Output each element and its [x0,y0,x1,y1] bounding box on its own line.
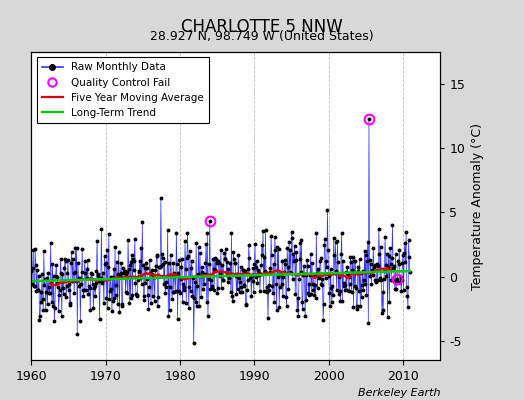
Text: Berkeley Earth: Berkeley Earth [358,388,440,398]
Text: CHARLOTTE 5 NNW: CHARLOTTE 5 NNW [181,18,343,36]
Legend: Raw Monthly Data, Quality Control Fail, Five Year Moving Average, Long-Term Tren: Raw Monthly Data, Quality Control Fail, … [37,57,209,123]
Y-axis label: Temperature Anomaly (°C): Temperature Anomaly (°C) [471,122,484,290]
Text: 28.927 N, 98.749 W (United States): 28.927 N, 98.749 W (United States) [150,30,374,43]
